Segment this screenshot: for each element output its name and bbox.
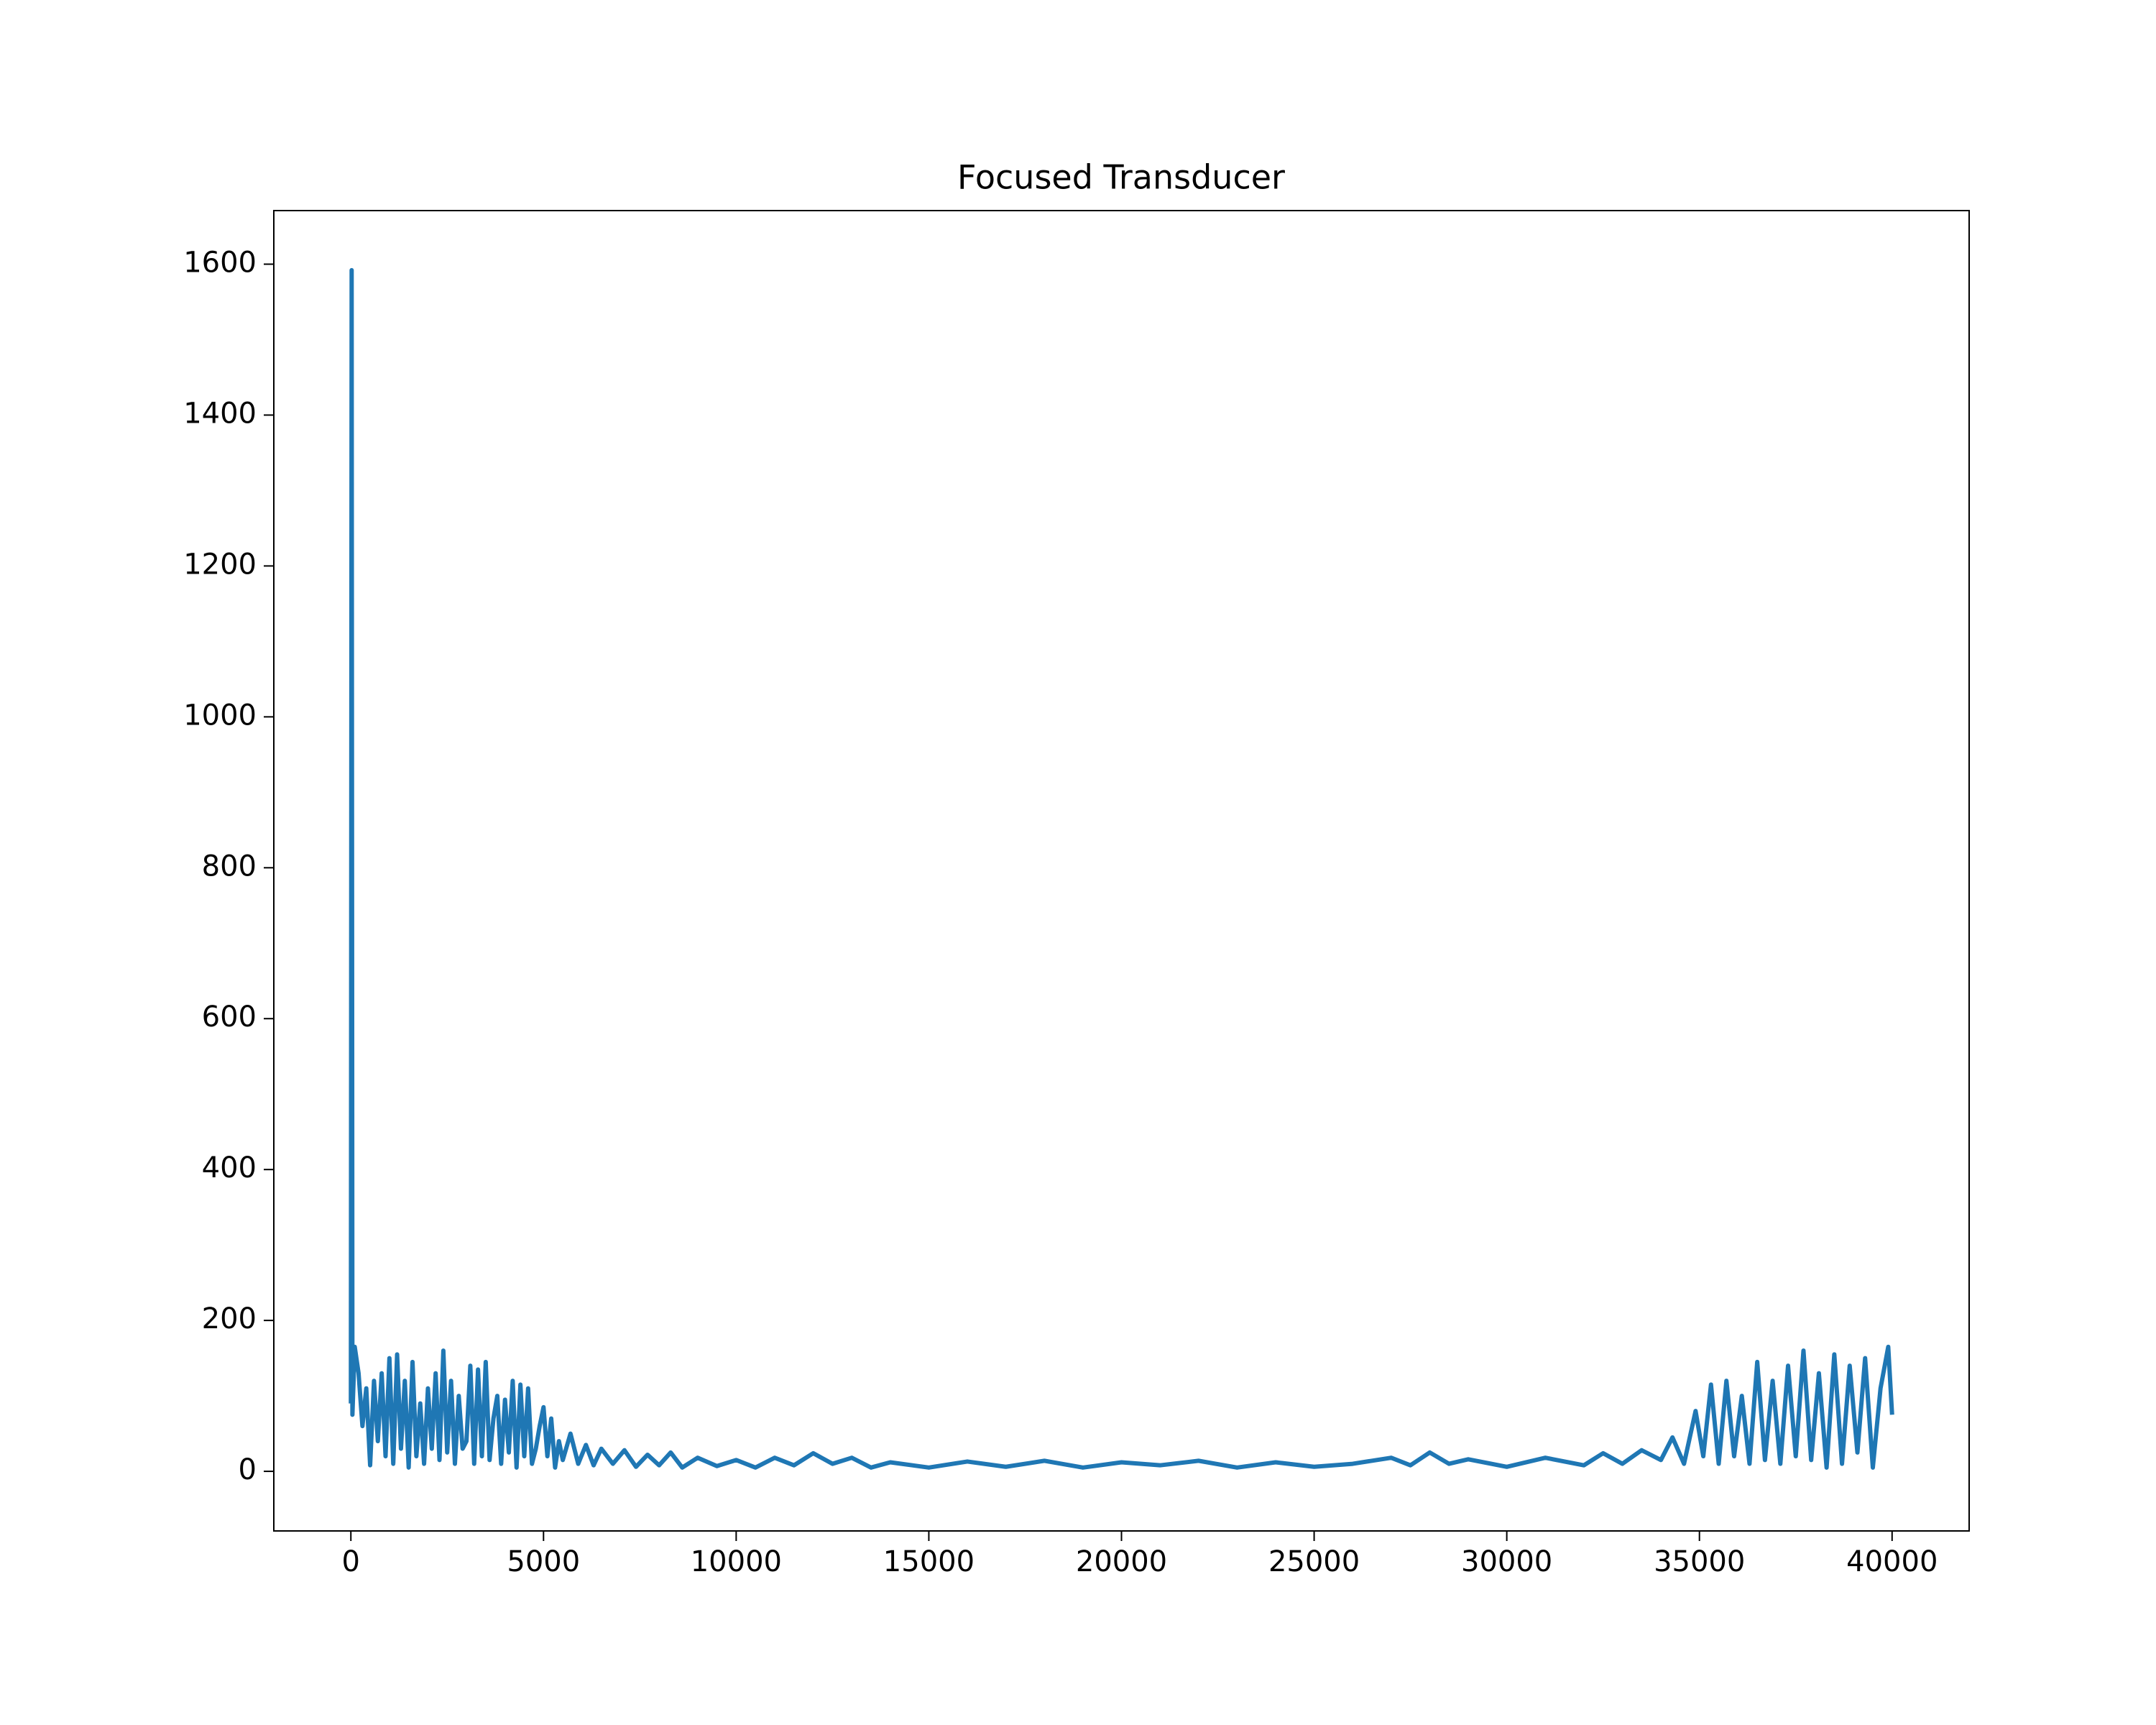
x-tick-label: 30000 — [1461, 1545, 1552, 1578]
x-tick-label: 10000 — [691, 1545, 782, 1578]
y-tick-label: 1200 — [183, 548, 257, 581]
x-tick-label: 0 — [342, 1545, 360, 1578]
x-tick-label: 35000 — [1654, 1545, 1745, 1578]
y-tick-label: 1400 — [183, 397, 257, 430]
x-tick-label: 5000 — [507, 1545, 580, 1578]
y-tick-label: 1000 — [183, 699, 257, 732]
x-tick-label: 25000 — [1268, 1545, 1360, 1578]
chart-title: Focused Transducer — [957, 158, 1285, 197]
y-tick-label: 200 — [202, 1302, 257, 1335]
y-tick-label: 600 — [202, 1000, 257, 1034]
x-tick-label: 15000 — [883, 1545, 975, 1578]
x-tick-label: 40000 — [1846, 1545, 1938, 1578]
x-tick-label: 20000 — [1076, 1545, 1167, 1578]
y-tick-label: 0 — [239, 1453, 257, 1486]
y-tick-label: 800 — [202, 850, 257, 883]
data-line — [349, 267, 1894, 1470]
plot-frame — [273, 210, 1970, 1532]
y-tick-label: 1600 — [183, 247, 257, 280]
y-tick-label: 400 — [202, 1151, 257, 1184]
